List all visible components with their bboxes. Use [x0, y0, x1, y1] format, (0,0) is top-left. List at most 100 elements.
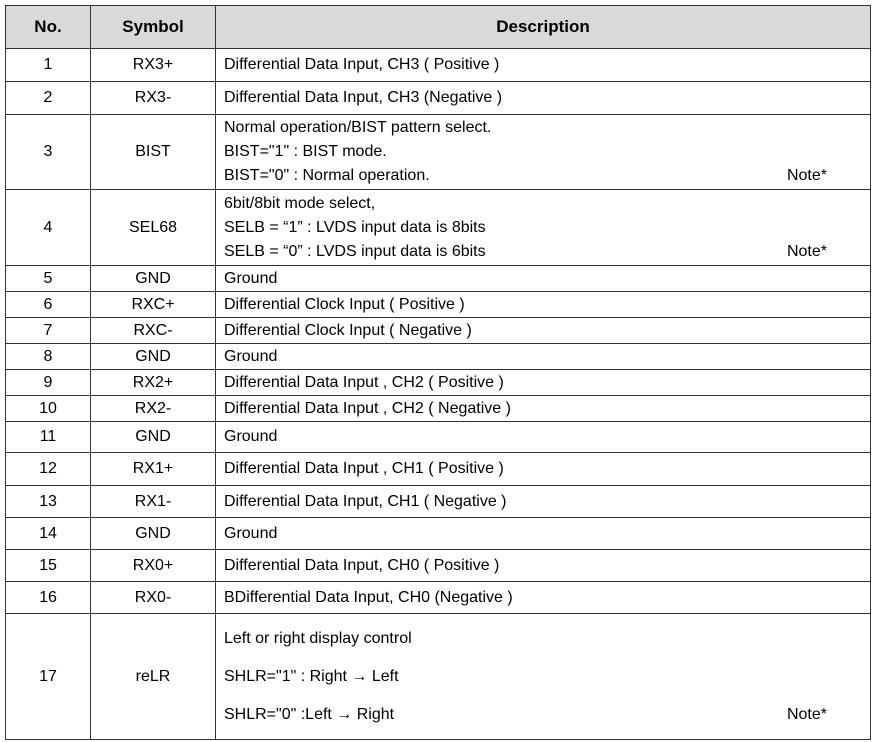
pin-number: 9: [5, 369, 91, 396]
pin-description: BDifferential Data Input, CH0 (Negative …: [215, 581, 871, 614]
description-line: Ground: [224, 345, 862, 369]
table-row: 10 RX2- Differential Data Input , CH2 ( Ne…: [5, 395, 871, 422]
pin-symbol: GND: [90, 343, 216, 370]
description-line: 6bit/8bit mode select,: [224, 192, 862, 216]
description-text: BIST="0" : Normal operation.: [224, 167, 430, 184]
description-text: Ground: [224, 347, 278, 365]
description-text: Ground: [224, 428, 278, 445]
pin-symbol: GND: [90, 421, 216, 453]
table-row: 16 RX0- BDifferential Data Input, CH0 (Neg…: [5, 581, 871, 614]
description-line: Differential Data Input , CH1 ( Positive…: [224, 457, 862, 481]
pin-description: Normal operation/BIST pattern select. BIS…: [215, 114, 871, 190]
pin-number: 3: [5, 114, 91, 190]
table-row: 8 GND Ground: [5, 343, 871, 370]
pin-symbol: RX1+: [90, 452, 216, 486]
pin-number: 8: [5, 343, 91, 370]
description-line: SHLR="1" : Right → Left: [224, 665, 862, 689]
pin-number: 17: [5, 613, 91, 740]
description-text: SELB = “1” : LVDS input data is 8bits: [224, 218, 486, 236]
pin-description: Ground: [215, 517, 871, 550]
table-row: 17 reLR Left or right display control SHLR=…: [5, 613, 871, 740]
pin-number: 2: [5, 81, 91, 115]
pin-symbol: RX0+: [90, 549, 216, 582]
pin-symbol: RXC+: [90, 291, 216, 318]
description-text: Normal operation/BIST pattern select.: [224, 119, 492, 136]
pin-number: 10: [5, 395, 91, 422]
pin-number: 16: [5, 581, 91, 614]
pin-number: 6: [5, 291, 91, 318]
description-line: SELB = “0” : LVDS input data is 6bits Not…: [224, 240, 862, 264]
description-line: Differential Clock Input ( Negative ): [224, 319, 862, 343]
table-row: 9 RX2+ Differential Data Input , CH2 ( Pos…: [5, 369, 871, 396]
header-symbol: Symbol: [90, 5, 216, 49]
description-line: BIST="1" : BIST mode.: [224, 140, 862, 164]
description-line: Normal operation/BIST pattern select.: [224, 116, 862, 140]
pin-description: Left or right display control SHLR="1" : …: [215, 613, 871, 740]
pin-description: Differential Data Input , CH2 ( Positive…: [215, 369, 871, 396]
description-line: Ground: [224, 425, 862, 449]
pin-description: Differential Data Input, CH1 ( Negative …: [215, 485, 871, 518]
description-line: BDifferential Data Input, CH0 (Negative …: [224, 586, 862, 610]
pin-description: Differential Data Input, CH3 ( Positive …: [215, 48, 871, 82]
description-text: SHLR="1" : Right → Left: [224, 667, 399, 685]
pin-symbol: RX3-: [90, 81, 216, 115]
description-text: Differential Data Input, CH1 ( Negative …: [224, 492, 507, 510]
description-text: Ground: [224, 269, 278, 287]
description-line: SHLR="0" :Left → Right Note*: [224, 703, 862, 727]
table-row: 15 RX0+ Differential Data Input, CH0 ( Pos…: [5, 549, 871, 582]
pin-symbol: RX2-: [90, 395, 216, 422]
table-row: 2 RX3- Differential Data Input, CH3 (Negat…: [5, 81, 871, 115]
description-line: BIST="0" : Normal operation. Note*: [224, 164, 862, 188]
description-text: SELB = “0” : LVDS input data is 6bits: [224, 242, 486, 260]
table-row: 12 RX1+ Differential Data Input , CH1 ( Po…: [5, 452, 871, 486]
pin-description: Differential Data Input, CH0 ( Positive …: [215, 549, 871, 582]
pin-symbol: RX1-: [90, 485, 216, 518]
table-row: 7 RXC- Differential Clock Input ( Negative…: [5, 317, 871, 344]
pin-number: 11: [5, 421, 91, 453]
description-text: Differential Clock Input ( Positive ): [224, 295, 465, 313]
description-text: 6bit/8bit mode select,: [224, 194, 376, 212]
description-text: Differential Data Input , CH2 ( Negative…: [224, 399, 511, 417]
description-text: SHLR="0" :Left → Right: [224, 705, 395, 723]
pin-symbol: GND: [90, 265, 216, 292]
pin-number: 12: [5, 452, 91, 486]
description-text: BDifferential Data Input, CH0 (Negative …: [224, 588, 513, 606]
description-line: Differential Data Input , CH2 ( Positive…: [224, 371, 862, 395]
pin-description: 6bit/8bit mode select, SELB = “1” : LVDS …: [215, 189, 871, 266]
pin-number: 4: [5, 189, 91, 266]
note-label: Note*: [786, 167, 827, 184]
description-line: Ground: [224, 522, 862, 546]
description-line: Differential Data Input, CH0 ( Positive …: [224, 554, 862, 578]
pin-description: Ground: [215, 343, 871, 370]
pin-symbol: BIST: [90, 114, 216, 190]
description-line: Ground: [224, 267, 862, 291]
description-text: Differential Data Input, CH3 ( Positive …: [224, 56, 500, 73]
pin-number: 14: [5, 517, 91, 550]
description-text: Ground: [224, 524, 278, 542]
description-text: Differential Data Input , CH1 ( Positive…: [224, 460, 504, 477]
pin-symbol: RXC-: [90, 317, 216, 344]
description-text: BIST="1" : BIST mode.: [224, 143, 387, 160]
pin-number: 13: [5, 485, 91, 518]
description-text: Differential Data Input, CH0 ( Positive …: [224, 556, 500, 574]
pin-description: Ground: [215, 421, 871, 453]
pin-symbol: reLR: [90, 613, 216, 740]
header-no: No.: [5, 5, 91, 49]
description-text: Differential Clock Input ( Negative ): [224, 321, 472, 339]
description-line: Differential Data Input, CH3 ( Positive …: [224, 53, 862, 77]
pin-description-table: No. Symbol Description 1 RX3+ Differential…: [5, 5, 871, 740]
table-header-row: No. Symbol Description: [5, 5, 871, 49]
description-line: Differential Data Input , CH2 ( Negative…: [224, 397, 862, 421]
description-line: Differential Clock Input ( Positive ): [224, 293, 862, 317]
pin-description: Differential Data Input , CH2 ( Negative…: [215, 395, 871, 422]
table-row: 3 BIST Normal operation/BIST pattern selec…: [5, 114, 871, 190]
description-text: Left or right display control: [224, 629, 412, 647]
pin-symbol: SEL68: [90, 189, 216, 266]
table-row: 11 GND Ground: [5, 421, 871, 453]
pin-description: Differential Data Input, CH3 (Negative ): [215, 81, 871, 115]
table-row: 14 GND Ground: [5, 517, 871, 550]
pin-description: Ground: [215, 265, 871, 292]
pin-number: 15: [5, 549, 91, 582]
table-row: 4 SEL68 6bit/8bit mode select, SELB = “1” :…: [5, 189, 871, 266]
table-row: 6 RXC+ Differential Clock Input ( Positive…: [5, 291, 871, 318]
